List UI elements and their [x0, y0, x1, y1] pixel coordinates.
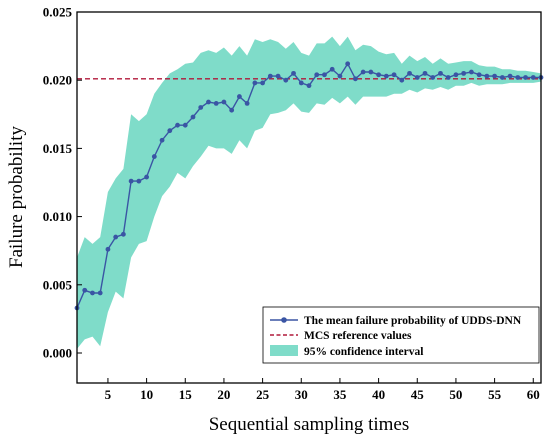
- x-tick-label: 30: [295, 387, 308, 402]
- mean-probability-point: [360, 69, 366, 75]
- mean-probability-point: [244, 100, 250, 106]
- mean-probability-point: [121, 231, 126, 237]
- mean-probability-point: [430, 75, 436, 80]
- mean-probability-point: [237, 94, 242, 99]
- mean-probability-point: [337, 73, 343, 79]
- x-tick-label: 5: [105, 387, 112, 402]
- y-tick-label: 0.020: [43, 73, 72, 88]
- y-axis-label: Failure probability: [6, 126, 27, 268]
- x-tick-label: 40: [372, 387, 385, 402]
- legend: The mean failure probability of UDDS-DNN…: [262, 306, 540, 364]
- mean-probability-point: [159, 137, 165, 143]
- mean-probability-point: [469, 69, 474, 75]
- y-tick-label: 0.010: [43, 209, 72, 224]
- mean-probability-point: [507, 73, 513, 79]
- legend-box: [262, 306, 540, 364]
- legend-mean-marker: [281, 317, 287, 323]
- y-tick-label: 0.015: [43, 141, 73, 156]
- mean-probability-point: [407, 70, 412, 76]
- mean-probability-point: [476, 72, 482, 78]
- mean-probability-point: [523, 75, 528, 80]
- legend-ci-swatch: [270, 345, 298, 356]
- ticks-layer: 5 10 15 20 25 30 35 40 45 50 55 60 0.000 0.005 0.010 0.…: [43, 5, 540, 403]
- mean-probability-point: [90, 290, 95, 296]
- mean-probability-point: [306, 83, 312, 89]
- legend-mcs-label: MCS reference values: [304, 330, 412, 342]
- mean-probability-point: [167, 128, 173, 134]
- mean-probability-point: [376, 72, 381, 78]
- mean-probability-point: [291, 70, 296, 76]
- mean-probability-point: [484, 73, 490, 79]
- plot-frame: [76, 11, 542, 384]
- mean-probability-point: [221, 99, 227, 105]
- x-tick-label: 35: [333, 387, 347, 402]
- mean-probability-point: [136, 178, 142, 184]
- x-tick-label: 60: [527, 387, 540, 402]
- mean-probability-point: [128, 178, 134, 184]
- mean-probability-point: [206, 99, 211, 105]
- mean-probability-point: [329, 66, 335, 72]
- mean-probability-point: [213, 100, 219, 106]
- mean-probability-point: [190, 114, 196, 120]
- mean-series-layer: [74, 61, 544, 311]
- mean-probability-point: [492, 73, 497, 79]
- mean-probability-point: [391, 72, 397, 78]
- mean-probability-point: [322, 72, 327, 78]
- mean-probability-point: [283, 77, 289, 83]
- mean-probability-point: [438, 70, 443, 76]
- y-tick-label: 0.000: [43, 345, 72, 360]
- y-tick-label: 0.025: [43, 5, 73, 20]
- mean-probability-point: [97, 290, 103, 296]
- mean-probability-point: [182, 122, 188, 128]
- mean-probability-point: [144, 174, 150, 180]
- mean-probability-point: [383, 73, 389, 79]
- mean-probability-point: [151, 154, 157, 159]
- x-tick-label: 45: [411, 387, 425, 402]
- y-tick-label: 0.005: [43, 277, 73, 292]
- legend-ci-label: 95% confidence interval: [304, 346, 423, 358]
- x-tick-label: 20: [217, 387, 230, 402]
- mean-probability-point: [353, 76, 358, 82]
- mean-probability-point: [298, 80, 304, 86]
- mean-probability-point: [445, 75, 451, 80]
- mean-probability-point: [175, 122, 180, 128]
- mean-probability-point: [345, 61, 351, 67]
- mean-probability-point: [198, 105, 204, 110]
- mean-probability-point: [530, 75, 536, 80]
- mean-probability-point: [453, 72, 459, 78]
- mean-probability-point: [422, 70, 428, 76]
- x-tick-label: 55: [488, 387, 502, 402]
- mean-probability-point: [82, 287, 88, 293]
- mean-probability-point: [368, 69, 374, 75]
- mean-probability-point: [499, 75, 505, 80]
- mean-probability-point: [113, 234, 119, 240]
- x-tick-label: 25: [256, 387, 270, 402]
- mean-probability-point: [414, 75, 420, 80]
- x-axis-label: Sequential sampling times: [209, 414, 410, 435]
- x-tick-label: 15: [179, 387, 193, 402]
- x-tick-label: 50: [449, 387, 462, 402]
- mean-probability-point: [229, 107, 235, 113]
- legend-mean-label: The mean failure probability of UDDS-DNN: [304, 315, 522, 327]
- mean-probability-point: [252, 80, 258, 86]
- mean-probability-point: [399, 77, 405, 83]
- mean-probability-point: [275, 73, 281, 79]
- mean-probability-point: [105, 246, 111, 252]
- x-tick-label: 10: [140, 387, 153, 402]
- mean-probability-point: [267, 73, 273, 79]
- mean-probability-point: [515, 75, 521, 80]
- mean-probability-point: [314, 72, 320, 78]
- mean-probability-point: [461, 70, 467, 76]
- mean-probability-point: [260, 80, 265, 86]
